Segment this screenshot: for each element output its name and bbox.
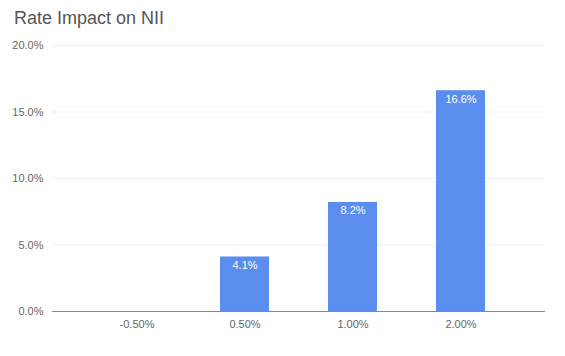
svg-text:15.0%: 15.0% <box>12 106 43 118</box>
svg-text:4.1%: 4.1% <box>232 259 257 271</box>
svg-text:-0.50%: -0.50% <box>120 318 155 330</box>
svg-text:0.0%: 0.0% <box>18 305 43 317</box>
html-text:Rate Impact on NII: Rate Impact on NII <box>14 8 165 28</box>
svg-text:10.0%: 10.0% <box>12 172 43 184</box>
svg-text:8.2%: 8.2% <box>340 204 365 216</box>
svg-text:2.00%: 2.00% <box>445 318 476 330</box>
svg-text:0.50%: 0.50% <box>229 318 260 330</box>
svg-text:1.00%: 1.00% <box>337 318 368 330</box>
svg-text:20.0%: 20.0% <box>12 39 43 51</box>
svg-text:5.0%: 5.0% <box>18 239 43 251</box>
svg-text:16.6%: 16.6% <box>445 93 476 105</box>
